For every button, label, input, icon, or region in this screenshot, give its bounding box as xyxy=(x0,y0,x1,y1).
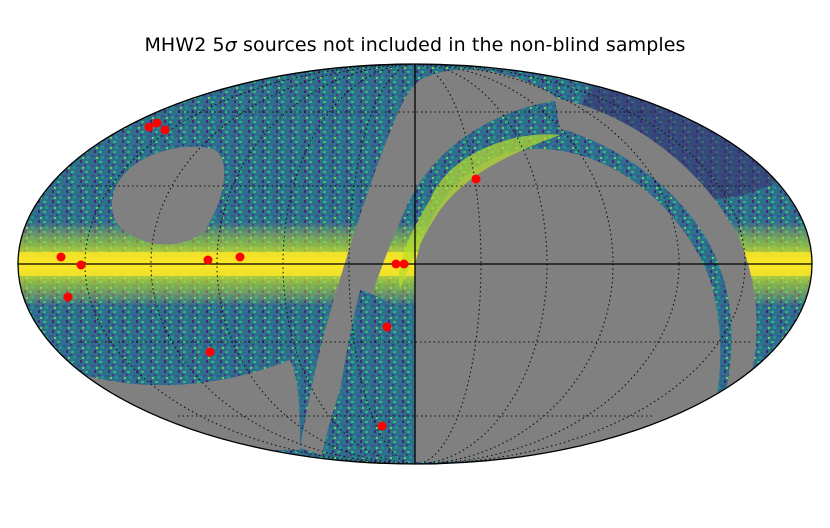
mask-small-loop xyxy=(112,146,225,245)
source-marker xyxy=(56,252,66,262)
source-marker xyxy=(63,292,73,302)
mask-big-arc xyxy=(300,69,560,455)
source-marker xyxy=(382,322,392,332)
map-outline xyxy=(17,63,813,465)
source-marker xyxy=(377,421,387,431)
source-marker xyxy=(205,347,215,357)
source-marker xyxy=(160,125,170,135)
source-marker xyxy=(144,122,154,132)
source-marker xyxy=(471,174,481,184)
source-marker xyxy=(235,252,245,262)
mask-band-left xyxy=(555,98,757,395)
axes xyxy=(18,64,812,464)
source-marker xyxy=(76,260,86,270)
source-marker xyxy=(399,259,409,269)
mask-right-crescent xyxy=(415,148,721,463)
sky-arc-bright xyxy=(398,134,560,290)
figure-title: MHW2 5σ sources not included in the non-… xyxy=(144,34,686,56)
sky-lower-strip xyxy=(330,290,412,462)
source-marker xyxy=(203,255,213,265)
source-marker xyxy=(152,118,162,128)
sky-arc-strip xyxy=(520,130,732,420)
source-markers xyxy=(56,118,481,431)
mask-regions xyxy=(40,69,757,463)
source-marker xyxy=(391,259,401,269)
